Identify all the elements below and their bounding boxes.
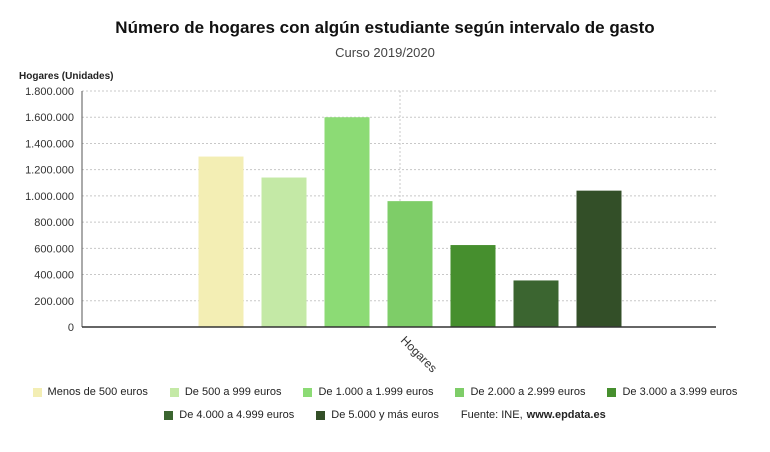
legend-item[interactable]: De 3.000 a 3.999 euros bbox=[607, 386, 737, 398]
y-tick-label: 1.200.000 bbox=[25, 165, 74, 177]
legend-swatch bbox=[169, 387, 179, 397]
x-category-label: Hogares bbox=[398, 333, 440, 375]
bar-5 bbox=[450, 245, 496, 327]
legend-label: De 5.000 y más euros bbox=[331, 409, 439, 421]
legend-item[interactable]: De 500 a 999 euros bbox=[169, 386, 282, 398]
legend-item[interactable]: De 2.000 a 2.999 euros bbox=[455, 386, 585, 398]
source-note: Fuente: INE, www.epdata.es bbox=[461, 409, 606, 421]
y-tick-label: 800.000 bbox=[34, 217, 74, 229]
legend-item[interactable]: De 5.000 y más euros bbox=[316, 409, 439, 421]
y-axis-label: Hogares (Unidades) bbox=[19, 71, 114, 82]
legend-item[interactable]: Menos de 500 euros bbox=[32, 386, 148, 398]
bar-3 bbox=[324, 117, 370, 327]
legend-item[interactable]: De 1.000 a 1.999 euros bbox=[303, 386, 433, 398]
legend-swatch bbox=[32, 387, 42, 397]
source-link[interactable]: www.epdata.es bbox=[526, 409, 606, 421]
legend-swatch bbox=[164, 410, 174, 420]
y-tick-label: 0 bbox=[68, 322, 74, 334]
legend-item[interactable]: De 4.000 a 4.999 euros bbox=[164, 409, 294, 421]
legend-row: De 4.000 a 4.999 euros De 5.000 y más eur… bbox=[0, 409, 770, 421]
legend-label: De 3.000 a 3.999 euros bbox=[622, 386, 738, 398]
legend-swatch bbox=[455, 387, 465, 397]
chart-subtitle: Curso 2019/2020 bbox=[335, 45, 435, 60]
legend-label: De 2.000 a 2.999 euros bbox=[470, 386, 586, 398]
y-tick-label: 200.000 bbox=[34, 296, 74, 308]
y-tick-label: 400.000 bbox=[34, 270, 74, 282]
legend-swatch bbox=[316, 410, 326, 420]
legend-swatch bbox=[303, 387, 313, 397]
legend-swatch bbox=[607, 387, 617, 397]
legend-row: Menos de 500 euros De 500 a 999 euros De 1… bbox=[0, 386, 770, 398]
chart-title: Número de hogares con algún estudiante s… bbox=[115, 18, 655, 37]
legend-label: De 1.000 a 1.999 euros bbox=[318, 386, 434, 398]
legend-label: De 4.000 a 4.999 euros bbox=[179, 409, 295, 421]
y-tick-label: 1.800.000 bbox=[25, 86, 74, 98]
bar-1 bbox=[198, 156, 244, 327]
legend-label: De 500 a 999 euros bbox=[184, 386, 282, 398]
bar-7 bbox=[576, 190, 622, 327]
y-tick-label: 600.000 bbox=[34, 243, 74, 255]
y-tick-label: 1.600.000 bbox=[25, 112, 74, 124]
bar-2 bbox=[261, 177, 307, 327]
source-prefix: Fuente: INE, bbox=[460, 409, 523, 421]
legend: Menos de 500 euros De 500 a 999 euros De 1… bbox=[0, 386, 770, 432]
bar-4 bbox=[387, 201, 433, 327]
legend-label: Menos de 500 euros bbox=[47, 386, 148, 398]
y-tick-label: 1.000.000 bbox=[25, 191, 74, 203]
bar-6 bbox=[513, 280, 559, 327]
y-tick-label: 1.400.000 bbox=[25, 138, 74, 150]
